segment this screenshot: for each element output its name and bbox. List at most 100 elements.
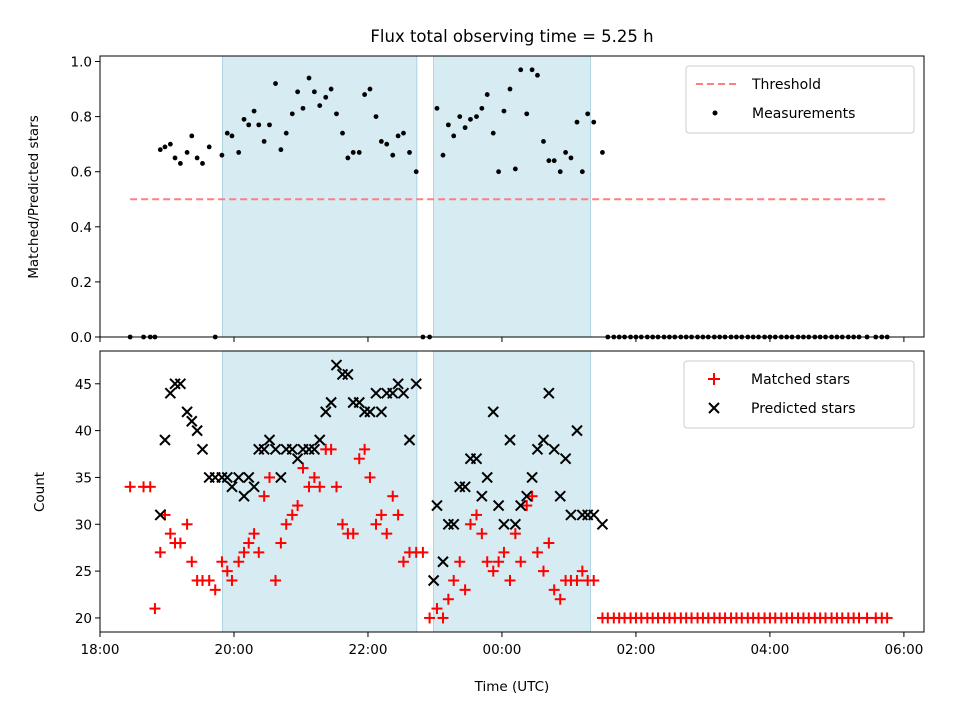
top-axes-frame xyxy=(99,55,925,338)
legend-matched-swatch xyxy=(708,373,720,385)
bottom-legend: Matched stars Predicted stars xyxy=(683,360,915,429)
measurement-point-31 xyxy=(306,75,312,81)
matched-point-32 xyxy=(308,471,320,483)
measurement-point-66 xyxy=(507,86,513,92)
bottom-axis-ticks: 20 25 30 35 40 45 18:00 20:00 22:00 00:00 02:00 04:… xyxy=(75,377,924,658)
measurement-point-37 xyxy=(340,130,345,136)
measurement-point-63 xyxy=(490,130,496,136)
predicted-point-56 xyxy=(476,490,488,502)
matched-point-52 xyxy=(424,612,436,624)
measurement-point-22 xyxy=(256,122,262,128)
predicted-point-65 xyxy=(526,471,538,484)
measurement-point-16 xyxy=(224,130,230,136)
bottom-ytick-label-3: 35 xyxy=(75,470,92,486)
predicted-point-19 xyxy=(258,443,270,456)
predicted-point-45 xyxy=(403,434,416,446)
predicted-point-40 xyxy=(375,406,388,418)
bottom-y-axis-label: Count xyxy=(32,472,48,512)
matched-point-14 xyxy=(209,584,221,596)
predicted-point-64 xyxy=(521,490,533,502)
predicted-point-20 xyxy=(263,434,276,446)
matched-point-78 xyxy=(571,574,583,586)
predicted-point-25 xyxy=(291,453,304,465)
predicted-point-47 xyxy=(427,574,440,587)
chart-title: Flux total observing time = 5.25 h xyxy=(370,27,653,46)
predicted-point-72 xyxy=(565,509,577,521)
matched-point-8 xyxy=(174,537,186,549)
predicted-point-61 xyxy=(504,434,516,446)
bottom-ytick-label-2: 30 xyxy=(75,517,92,533)
predicted-points xyxy=(154,359,609,587)
measurement-point-20 xyxy=(246,122,252,128)
top-ytick-label-5: 1.0 xyxy=(71,55,92,71)
bottom-ytick-label-4: 40 xyxy=(75,424,92,440)
predicted-point-4 xyxy=(174,378,187,390)
predicted-point-12 xyxy=(221,471,233,484)
matched-point-59 xyxy=(464,518,476,530)
bottom-ytick-label-5: 45 xyxy=(75,377,92,393)
matched-point-31 xyxy=(303,481,315,493)
predicted-point-76 xyxy=(588,509,600,521)
predicted-point-16 xyxy=(243,471,255,484)
measurement-point-4 xyxy=(157,147,163,153)
predicted-point-58 xyxy=(487,406,499,418)
predicted-point-13 xyxy=(226,481,238,493)
legend-measurements-label: Measurements xyxy=(752,106,855,122)
measurement-point-33 xyxy=(317,103,323,108)
matched-point-43 xyxy=(370,518,382,530)
matched-point-79 xyxy=(576,565,588,577)
measurement-point-26 xyxy=(278,147,284,153)
matched-point-132 xyxy=(881,612,893,624)
measurement-point-54 xyxy=(440,152,446,158)
measurement-point-81 xyxy=(591,119,597,125)
matched-point-21 xyxy=(248,528,260,540)
predicted-point-68 xyxy=(543,387,555,399)
measurement-point-46 xyxy=(390,152,396,158)
predicted-point-77 xyxy=(596,518,609,530)
predicted-point-21 xyxy=(269,443,282,456)
measurement-point-59 xyxy=(468,116,473,122)
measurement-point-40 xyxy=(356,150,362,155)
predicted-point-69 xyxy=(548,443,560,456)
predicted-point-43 xyxy=(392,378,404,390)
bottom-xtick-label-0: 18:00 xyxy=(81,642,120,658)
predicted-point-1 xyxy=(159,434,171,446)
measurement-point-19 xyxy=(241,116,247,122)
legend-predicted-label: Predicted stars xyxy=(751,401,856,417)
matched-point-69 xyxy=(521,500,533,512)
measurement-point-18 xyxy=(236,150,242,155)
matched-point-55 xyxy=(442,593,454,605)
measurement-point-74 xyxy=(551,158,557,164)
matched-point-63 xyxy=(487,565,499,577)
matched-point-4 xyxy=(154,546,166,558)
matched-point-16 xyxy=(221,565,233,577)
matched-point-37 xyxy=(337,518,349,530)
matched-point-39 xyxy=(347,528,359,540)
bottom-shaded-spans xyxy=(222,350,591,633)
bottom-xtick-label-6: 06:00 xyxy=(884,642,923,658)
predicted-point-14 xyxy=(232,471,245,484)
predicted-point-15 xyxy=(238,490,250,502)
top-ytick-label-0: 0.0 xyxy=(71,330,92,346)
predicted-point-31 xyxy=(325,396,337,409)
measurement-point-49 xyxy=(407,150,412,155)
predicted-point-5 xyxy=(181,406,193,418)
predicted-point-42 xyxy=(387,387,399,399)
matched-point-71 xyxy=(531,546,543,558)
matched-point-2 xyxy=(144,481,156,493)
predicted-point-59 xyxy=(492,499,505,512)
legend-matched-label: Matched stars xyxy=(751,372,850,388)
measurement-point-29 xyxy=(295,89,301,95)
matched-point-24 xyxy=(263,471,275,483)
measurement-point-45 xyxy=(384,141,390,147)
measurement-point-21 xyxy=(251,108,257,114)
predicted-point-8 xyxy=(196,443,209,456)
matched-point-64 xyxy=(493,556,505,568)
shaded-span-1 xyxy=(433,350,591,633)
measurement-point-82 xyxy=(600,150,605,155)
top-ytick-label-2: 0.4 xyxy=(71,220,92,236)
matched-point-30 xyxy=(297,462,309,474)
bottom-xtick-label-1: 20:00 xyxy=(215,642,254,658)
predicted-point-49 xyxy=(437,556,449,568)
